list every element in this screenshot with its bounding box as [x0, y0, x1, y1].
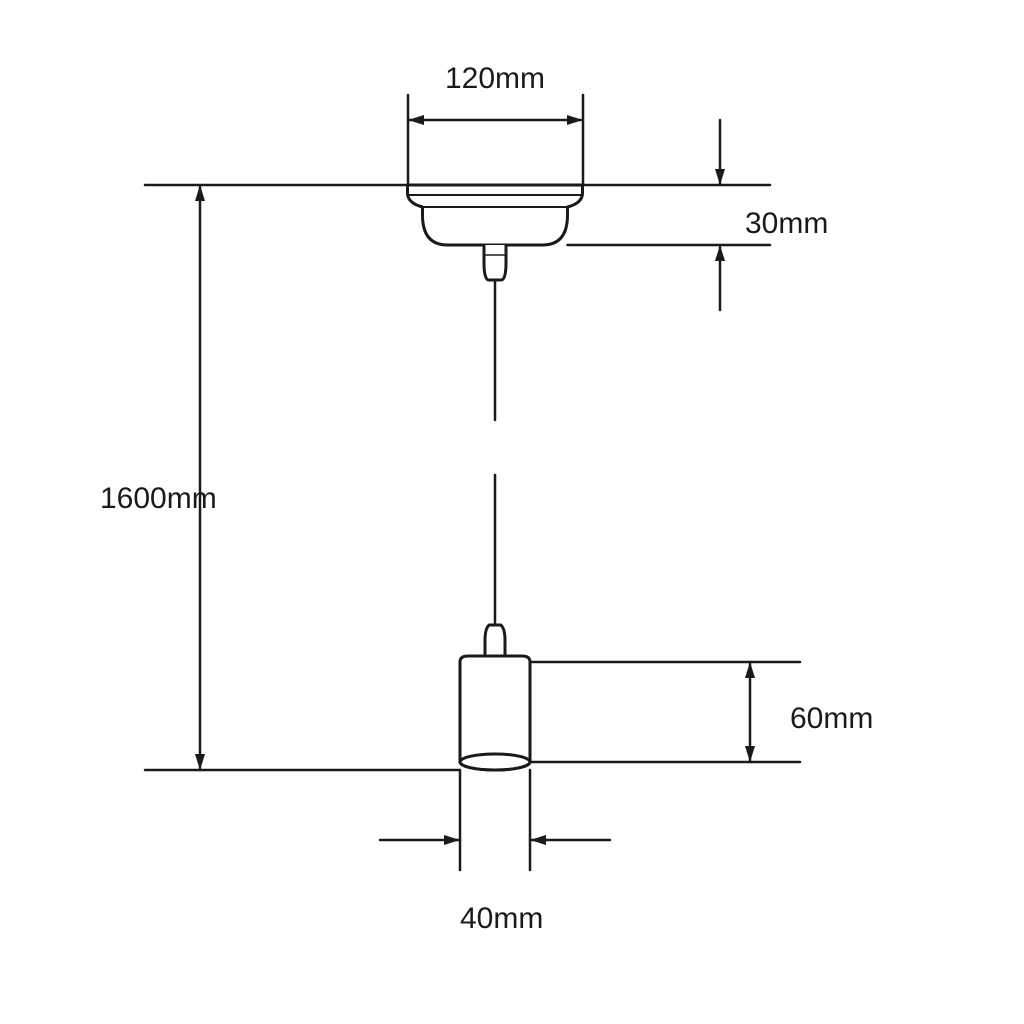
dimension-label: 60mm [790, 702, 873, 735]
dimension-label: 1600mm [100, 482, 217, 515]
dimension-label: 120mm [445, 62, 545, 95]
dimension-label: 30mm [745, 207, 828, 240]
dimension-label: 40mm [460, 902, 543, 935]
